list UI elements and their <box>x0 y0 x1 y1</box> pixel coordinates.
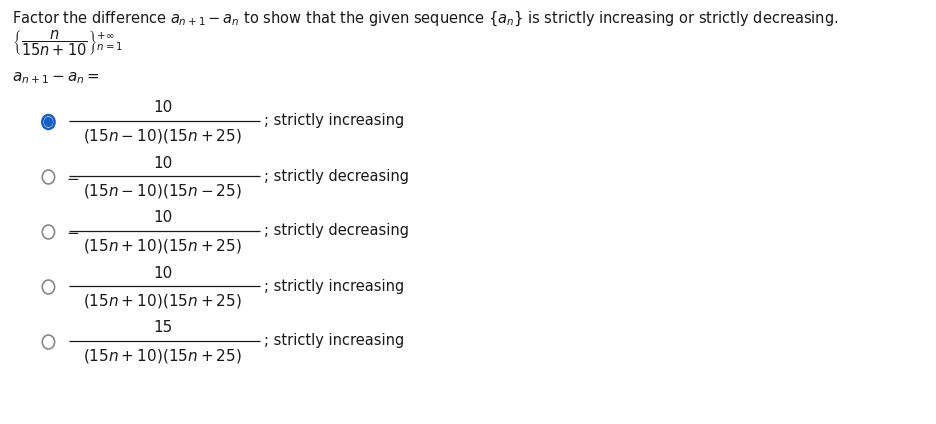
Text: 15: 15 <box>154 321 172 335</box>
Text: $(15n+10)(15n+25)$: $(15n+10)(15n+25)$ <box>83 347 242 365</box>
Text: 10: 10 <box>154 210 172 226</box>
Circle shape <box>42 335 54 349</box>
Text: 10: 10 <box>154 265 172 281</box>
Text: $-$: $-$ <box>66 170 80 184</box>
Text: $\left\{\dfrac{n}{15n+10}\right\}_{n=1}^{+\infty}$: $\left\{\dfrac{n}{15n+10}\right\}_{n=1}^… <box>12 28 124 58</box>
Text: $(15n-10)(15n-25)$: $(15n-10)(15n-25)$ <box>83 182 242 200</box>
Text: $(15n+10)(15n+25)$: $(15n+10)(15n+25)$ <box>83 292 242 310</box>
Text: ; strictly increasing: ; strictly increasing <box>264 334 404 349</box>
Text: ; strictly decreasing: ; strictly decreasing <box>264 223 409 238</box>
Circle shape <box>42 115 54 129</box>
Text: $-$: $-$ <box>66 224 80 240</box>
Circle shape <box>42 280 54 294</box>
Text: $(15n-10)(15n+25)$: $(15n-10)(15n+25)$ <box>83 127 242 145</box>
Circle shape <box>42 225 54 239</box>
Text: $a_{n+1} - a_n =$: $a_{n+1} - a_n =$ <box>12 70 100 86</box>
Text: Factor the difference $a_{n+1} - a_n$ to show that the given sequence $\{a_n\}$ : Factor the difference $a_{n+1} - a_n$ to… <box>12 10 839 28</box>
Text: ; strictly decreasing: ; strictly decreasing <box>264 168 409 184</box>
Text: $(15n+10)(15n+25)$: $(15n+10)(15n+25)$ <box>83 237 242 255</box>
Text: ; strictly increasing: ; strictly increasing <box>264 279 404 293</box>
Text: 10: 10 <box>154 100 172 115</box>
Text: 10: 10 <box>154 156 172 170</box>
Circle shape <box>42 170 54 184</box>
Circle shape <box>45 117 52 126</box>
Text: ; strictly increasing: ; strictly increasing <box>264 114 404 128</box>
